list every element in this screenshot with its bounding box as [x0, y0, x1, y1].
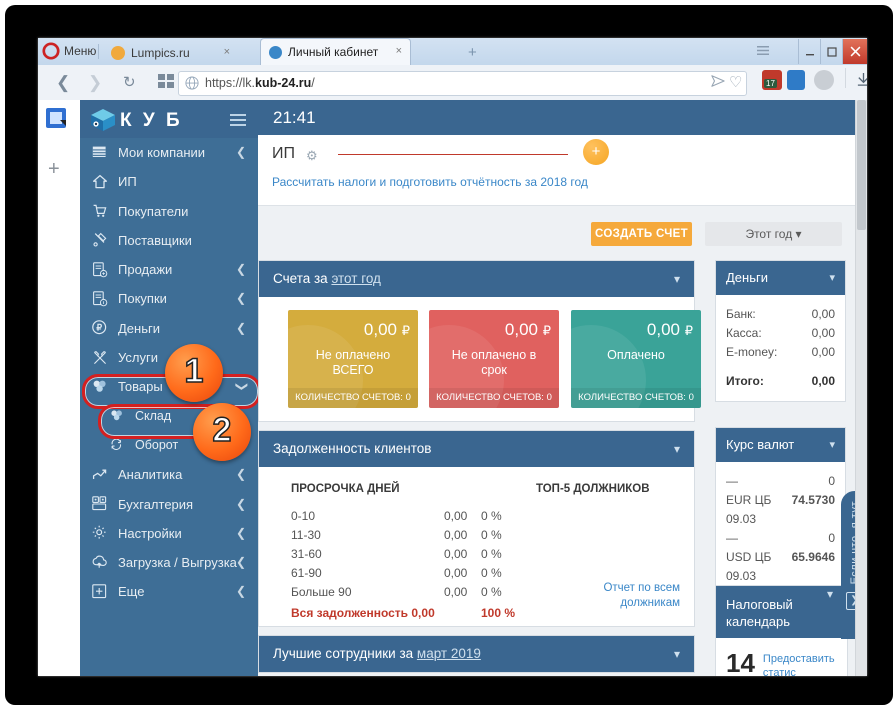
svg-text:₽: ₽	[96, 323, 102, 333]
